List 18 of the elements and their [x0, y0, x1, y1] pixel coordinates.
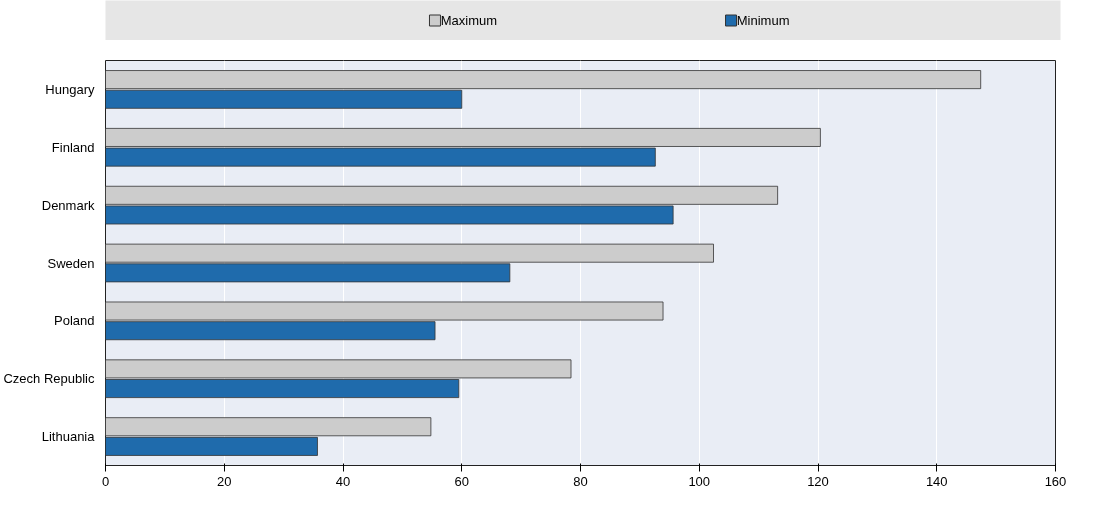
y-tick-label: Lithuania — [41, 429, 96, 445]
x-tick-label: 120 — [807, 473, 829, 489]
x-tick-label: 80 — [573, 473, 588, 489]
x-tick-label: 40 — [335, 473, 351, 489]
y-tick-label: Denmark — [41, 197, 95, 213]
legend-label: Maximum — [440, 13, 498, 28]
y-tick-label: Sweden — [47, 255, 95, 271]
y-tick-label: Czech Republic — [3, 371, 95, 387]
x-tick-label: 100 — [688, 473, 711, 489]
y-tick-label: Poland — [54, 313, 95, 329]
x-tick-label: 60 — [454, 473, 469, 489]
x-tick-label: 20 — [217, 473, 232, 489]
x-tick-label: 160 — [1044, 473, 1067, 489]
y-tick-label: Hungary — [45, 81, 95, 97]
y-tick-label: Finland — [51, 139, 95, 155]
legend-label: Minimum — [736, 13, 790, 28]
x-tick-label: 140 — [925, 473, 948, 489]
x-tick-label: 0 — [101, 473, 110, 489]
